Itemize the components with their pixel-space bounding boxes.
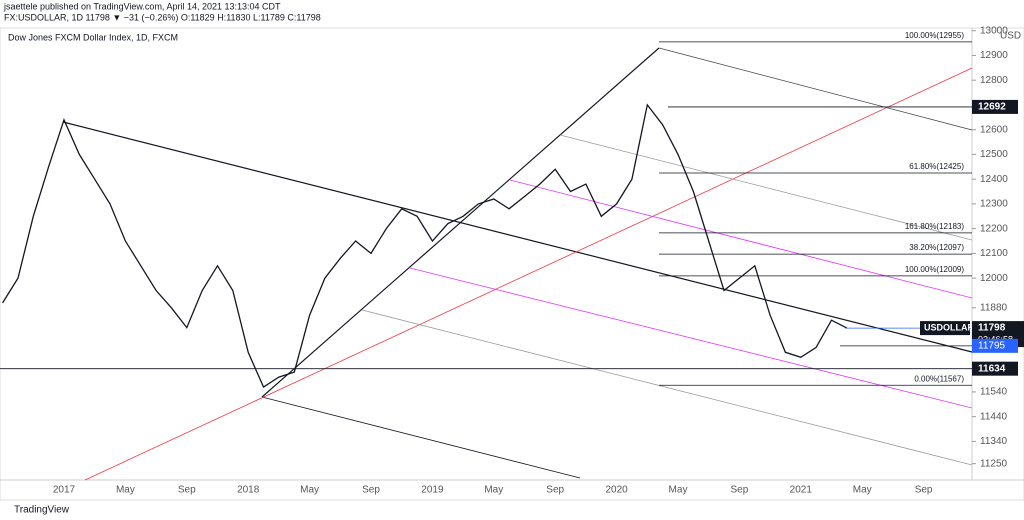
- x-tick-label: 2019: [421, 485, 444, 496]
- level-tag: [972, 361, 1018, 376]
- y-tick-label: 11540: [980, 387, 1008, 398]
- x-tick-label: May: [669, 485, 688, 496]
- last-price-label: 11798: [978, 323, 1006, 334]
- level-tag: [972, 99, 1018, 114]
- x-tick-label: Sep: [362, 485, 380, 496]
- y-tick-label: 12600: [980, 124, 1008, 135]
- y-tick-label: 12000: [980, 273, 1008, 284]
- y-tick-label: 12400: [980, 174, 1008, 185]
- level-label: 12692: [978, 102, 1006, 113]
- fib-label: 38.20%(12097): [909, 243, 964, 252]
- y-tick-label: 12200: [980, 223, 1008, 234]
- drawings: [62, 47, 973, 481]
- x-tick-label: 2021: [790, 485, 813, 496]
- trend-line: [62, 121, 973, 353]
- y-tick-label: 11340: [980, 436, 1008, 447]
- fib-label: 161.80%(12183): [905, 222, 964, 231]
- y-tick-label: 12100: [980, 248, 1008, 259]
- publisher: jsaettele published on TradingView.com, …: [3, 1, 281, 11]
- y-axis-label: USD: [1000, 31, 1021, 42]
- x-tick-label: 2020: [605, 485, 628, 496]
- y-tick-label: 13000: [980, 25, 1008, 36]
- x-tick-label: May: [116, 485, 135, 496]
- level-label: 11634: [978, 363, 1006, 374]
- y-tick-label: 11250: [980, 458, 1008, 469]
- y-tick-label: 11440: [980, 411, 1008, 422]
- trend-line: [559, 134, 973, 241]
- x-tick-label: 2017: [53, 485, 76, 496]
- chart-title: Dow Jones FXCM Dollar Index, 1D, FXCM: [8, 32, 178, 42]
- fib-label: 100.00%(12009): [905, 265, 964, 274]
- x-tick-label: 2018: [237, 485, 260, 496]
- fib-label: 100.00%(12955): [905, 31, 964, 40]
- symbol-label: USDOLLAR: [924, 322, 974, 332]
- alert-label: 11795: [978, 340, 1006, 351]
- price-line: [2, 103, 848, 388]
- y-tick-label: 11880: [980, 302, 1008, 313]
- x-tick-label: Sep: [546, 485, 564, 496]
- quote: FX:USDOLLAR, 1D 11798 ▼ −31 (−0.26%) O:1…: [4, 12, 321, 22]
- trend-line: [658, 47, 973, 131]
- trend-line: [509, 179, 973, 299]
- x-tick-label: May: [853, 485, 872, 496]
- x-tick-label: May: [484, 485, 503, 496]
- x-tick-label: Sep: [731, 485, 749, 496]
- trend-line: [361, 309, 973, 466]
- y-tick-label: 12300: [980, 199, 1008, 210]
- fib-label: 61.80%(12425): [909, 162, 964, 171]
- y-tick-label: 12900: [980, 50, 1008, 61]
- fib-label: 0.00%(11567): [914, 374, 964, 383]
- trend-line: [84, 67, 973, 481]
- trend-line: [261, 396, 581, 479]
- symbol-tag: [920, 321, 970, 336]
- x-tick-label: May: [300, 485, 319, 496]
- plot-frame: [0, 27, 1024, 501]
- footer-brand: TradingView: [14, 505, 70, 516]
- trend-line: [261, 47, 660, 398]
- x-tick-label: Sep: [915, 485, 933, 496]
- trend-line: [409, 267, 973, 409]
- x-tick-label: Sep: [178, 485, 196, 496]
- alert-tag: [972, 338, 1018, 353]
- y-tick-label: 12800: [980, 75, 1008, 86]
- y-tick-label: 12500: [980, 149, 1008, 160]
